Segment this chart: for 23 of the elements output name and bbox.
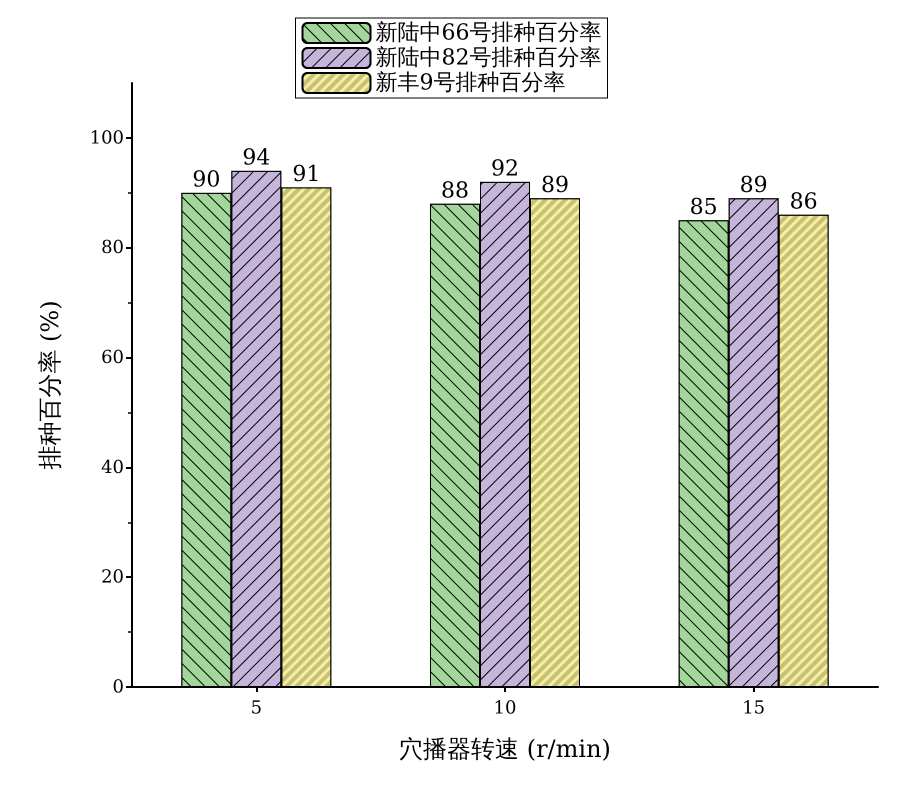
x-tick-label: 10 [494,698,516,718]
y-tick-label: 60 [101,347,124,368]
y-axis-title: 排种百分率 (%) [36,300,64,470]
legend-label: 新陆中82号排种百分率 [376,46,602,70]
y-tick-label: 20 [101,566,124,588]
data-label: 92 [491,156,519,182]
y-tick-label: 100 [90,127,124,148]
y-tick-label: 0 [112,676,124,698]
data-label: 89 [740,172,768,198]
data-label: 88 [441,178,469,204]
data-label: 94 [242,145,270,170]
x-axis-title: 穴播器转速 (r/min) [399,735,611,763]
data-label: 91 [292,162,320,187]
data-label: 90 [192,167,220,192]
legend-label: 新丰9号排种百分率 [376,70,566,96]
data-label: 89 [541,172,569,198]
x-tick-label: 15 [742,698,766,718]
data-label: 85 [690,194,718,220]
legend-label: 新陆中66号排种百分率 [376,20,602,46]
data-label: 86 [790,189,818,214]
y-tick-label: 40 [101,456,124,478]
x-tick-label: 5 [250,698,262,718]
y-tick-label: 80 [101,237,124,258]
